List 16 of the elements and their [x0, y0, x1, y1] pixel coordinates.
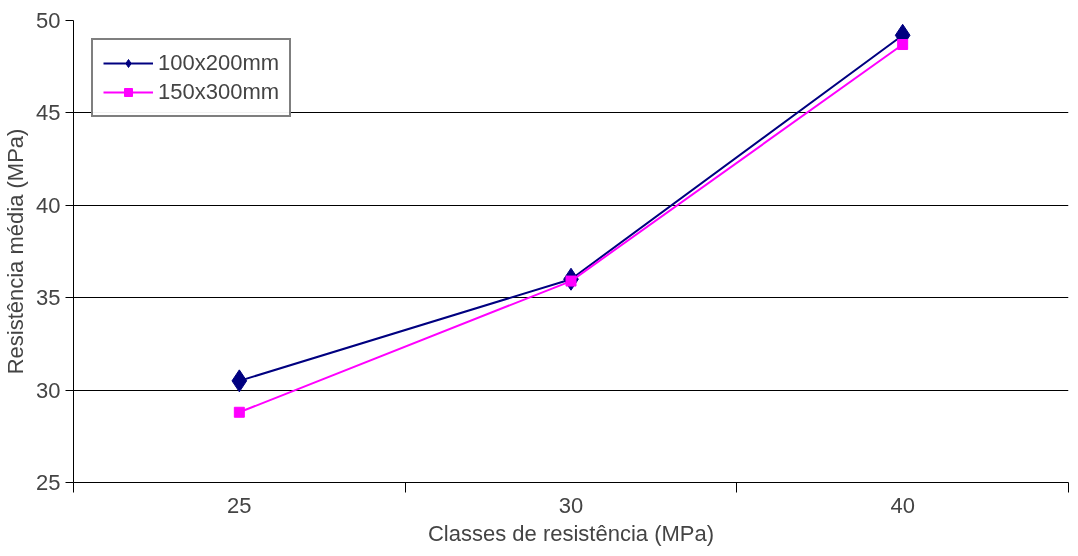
y-tick-label: 45 — [36, 100, 61, 126]
legend-label: 100x200mm — [158, 50, 280, 76]
y-axis-title: Resistência média (MPa) — [3, 128, 29, 375]
x-axis-title: Classes de resistência (MPa) — [427, 520, 715, 546]
legend-label: 150x300mm — [158, 79, 280, 105]
y-tick-label: 40 — [36, 192, 61, 218]
y-tick-label: 30 — [36, 377, 61, 403]
y-tick-label: 35 — [36, 285, 61, 311]
x-tick-label: 25 — [227, 492, 252, 518]
x-tick-label: 40 — [890, 492, 915, 518]
y-tick-label: 25 — [36, 470, 61, 495]
point — [897, 39, 909, 51]
y-tick-label: 50 — [36, 8, 61, 33]
point — [231, 369, 248, 393]
point — [233, 406, 245, 418]
x-tick-label: 30 — [558, 492, 584, 518]
